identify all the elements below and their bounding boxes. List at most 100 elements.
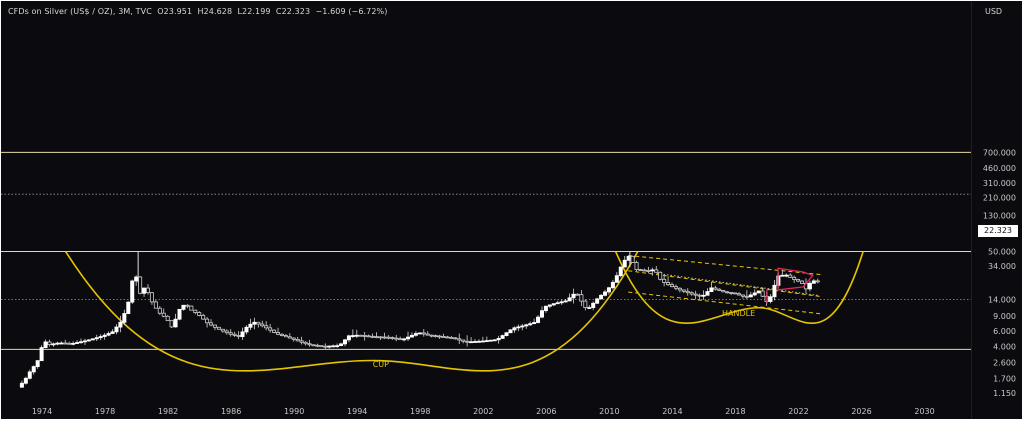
candle-body[interactable] [153, 301, 158, 309]
candle-body[interactable] [209, 322, 214, 326]
candle-body[interactable] [220, 328, 225, 332]
candle-body[interactable] [185, 304, 190, 307]
candle-body[interactable] [51, 343, 56, 346]
candle-body[interactable] [583, 300, 588, 308]
candle-body[interactable] [287, 336, 292, 339]
candle-body[interactable] [319, 345, 324, 348]
candle-body[interactable] [110, 331, 115, 334]
cup-arc[interactable] [64, 251, 639, 372]
candle-body[interactable] [638, 269, 643, 271]
candle-body[interactable] [551, 303, 556, 306]
candle-body[interactable] [689, 292, 694, 295]
candle-body[interactable] [473, 341, 478, 343]
candle-body[interactable] [244, 326, 249, 333]
candle-body[interactable] [603, 291, 608, 296]
candle-body[interactable] [547, 304, 552, 307]
candle-body[interactable] [236, 335, 241, 337]
candle-body[interactable] [149, 292, 154, 303]
candle-body[interactable] [807, 282, 812, 290]
candle-body[interactable] [311, 344, 316, 347]
candle-body[interactable] [71, 342, 76, 345]
candle-body[interactable] [279, 333, 284, 336]
candle-body[interactable] [252, 321, 257, 325]
candle-body[interactable] [555, 302, 560, 305]
candle-body[interactable] [248, 323, 253, 328]
candle-body[interactable] [201, 315, 206, 320]
candle-body[interactable] [307, 343, 312, 346]
candle-body[interactable] [161, 312, 166, 317]
candle-body[interactable] [579, 294, 584, 302]
candle-body[interactable] [126, 301, 131, 314]
candle-body[interactable] [571, 293, 576, 299]
candle-body[interactable] [55, 342, 60, 345]
candle-body[interactable] [465, 340, 470, 343]
candle-body[interactable] [114, 326, 119, 333]
candle-body[interactable] [488, 339, 493, 342]
candle-body[interactable] [370, 335, 375, 338]
candle-body[interactable] [457, 338, 462, 341]
candle-body[interactable] [417, 332, 422, 335]
candle-body[interactable] [752, 292, 757, 296]
candle-body[interactable] [79, 341, 84, 344]
candle-body[interactable] [35, 360, 40, 368]
candle-body[interactable] [169, 320, 174, 328]
candle-body[interactable] [729, 292, 734, 294]
candle-body[interactable] [709, 287, 714, 292]
candle-body[interactable] [264, 325, 269, 329]
candle-body[interactable] [634, 262, 639, 270]
candle-body[interactable] [323, 345, 328, 348]
candle-body[interactable] [260, 323, 265, 327]
candle-body[interactable] [469, 341, 474, 344]
candle-body[interactable] [461, 339, 466, 342]
candle-body[interactable] [118, 321, 123, 328]
candle-body[interactable] [386, 336, 391, 339]
candle-body[interactable] [374, 336, 379, 339]
candle-body[interactable] [500, 335, 505, 339]
candle-body[interactable] [697, 294, 702, 297]
flag-pattern[interactable] [777, 267, 814, 291]
candle-body[interactable] [378, 336, 383, 339]
candle-body[interactable] [701, 294, 706, 297]
candle-body[interactable] [39, 347, 44, 362]
candle-body[interactable] [232, 333, 237, 336]
candle-body[interactable] [94, 337, 99, 340]
candle-body[interactable] [382, 336, 387, 339]
candle-body[interactable] [366, 335, 371, 338]
candle-body[interactable] [768, 296, 773, 302]
candle-body[interactable] [47, 341, 52, 345]
candle-body[interactable] [567, 297, 572, 302]
candle-body[interactable] [216, 326, 221, 330]
candle-body[interactable] [717, 288, 722, 291]
candle-body[interactable] [772, 284, 777, 298]
candle-body[interactable] [390, 337, 395, 339]
candle-body[interactable] [429, 334, 434, 337]
candle-body[interactable] [268, 327, 273, 331]
candle-body[interactable] [342, 339, 347, 345]
candle-body[interactable] [142, 287, 147, 294]
candle-body[interactable] [43, 341, 48, 348]
candle-body[interactable] [476, 340, 481, 343]
candle-body[interactable] [796, 279, 801, 282]
candle-body[interactable] [276, 332, 281, 335]
candle-body[interactable] [524, 324, 529, 327]
candle-body[interactable] [693, 293, 698, 296]
candle-body[interactable] [177, 308, 182, 320]
candle-body[interactable] [760, 290, 765, 297]
candle-body[interactable] [362, 335, 367, 337]
candle-body[interactable] [145, 287, 150, 294]
candle-body[interactable] [725, 291, 730, 294]
candle-body[interactable] [705, 291, 710, 296]
candle-body[interactable] [346, 335, 351, 341]
candle-body[interactable] [421, 332, 426, 335]
candle-body[interactable] [685, 290, 690, 294]
candle-body[interactable] [780, 274, 785, 277]
candle-body[interactable] [681, 289, 686, 292]
candle-body[interactable] [354, 334, 359, 337]
candle-body[interactable] [543, 305, 548, 312]
candle-body[interactable] [67, 342, 72, 345]
candle-body[interactable] [433, 335, 438, 337]
candle-body[interactable] [31, 366, 36, 373]
candle-body[interactable] [630, 255, 635, 263]
candle-body[interactable] [122, 313, 127, 323]
candle-body[interactable] [394, 337, 399, 340]
